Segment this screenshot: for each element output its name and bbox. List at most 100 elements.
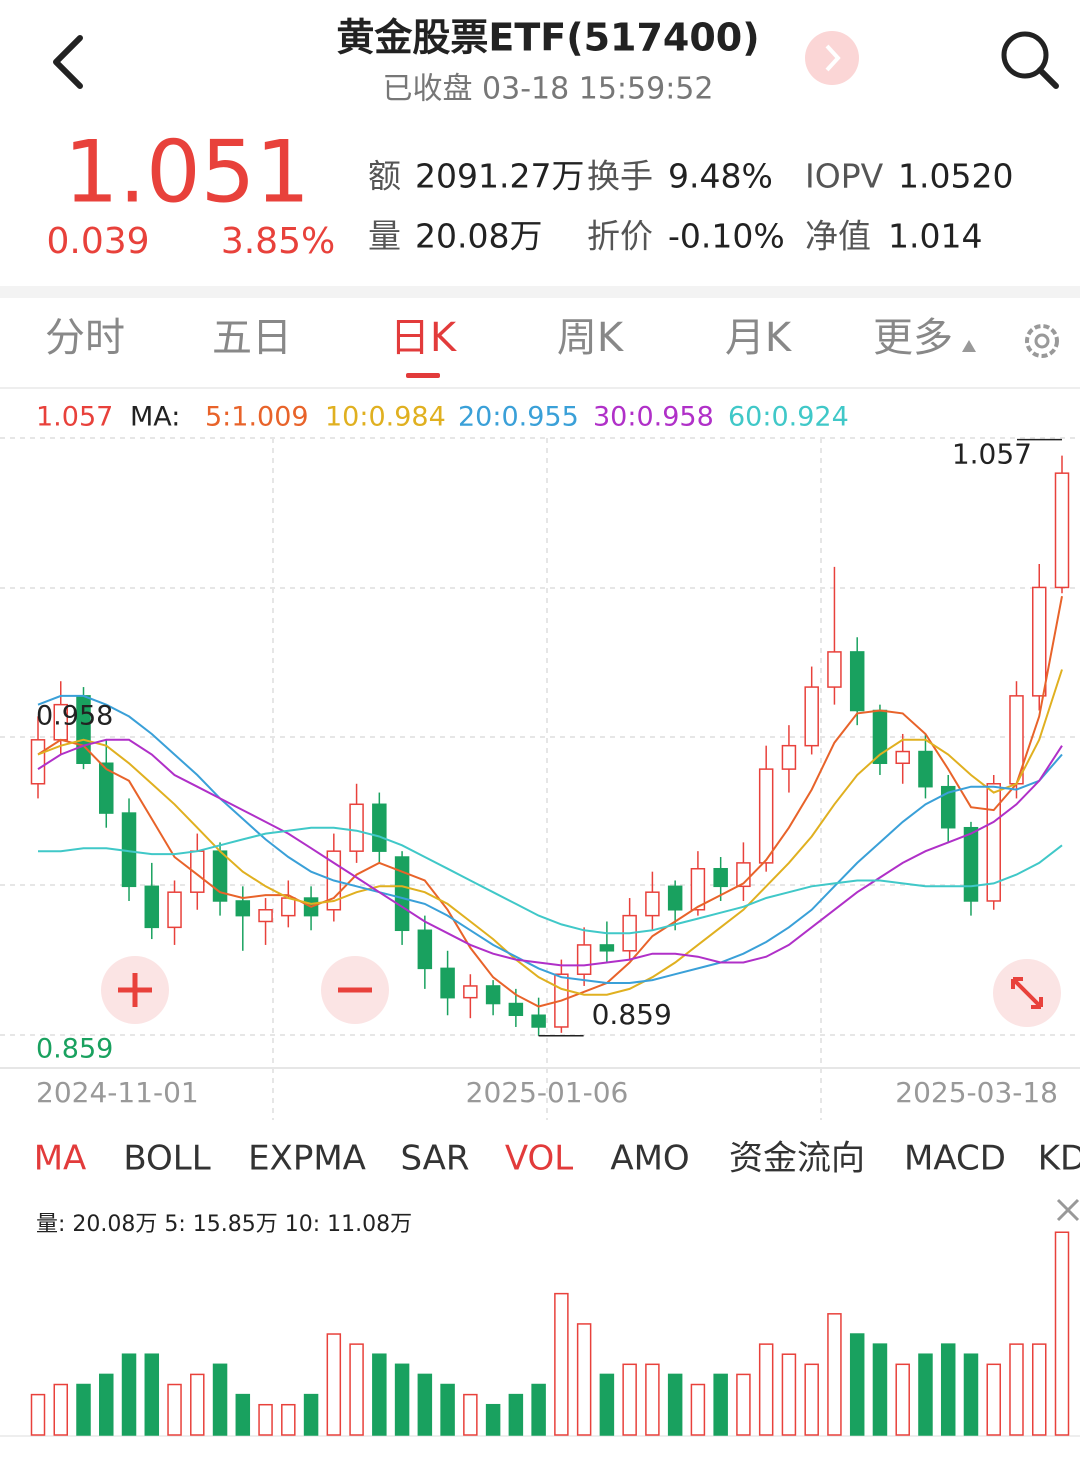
back-button[interactable] (53, 35, 83, 89)
candle-body (849, 651, 865, 712)
candle-body (258, 909, 273, 923)
ma-line (37, 738, 1063, 967)
candle-body (463, 985, 478, 999)
volume-bar (235, 1393, 251, 1436)
stat-value: 20.08万 (415, 217, 542, 256)
ma-line (38, 826, 1063, 935)
period-tab[interactable]: 周K (557, 315, 625, 361)
indicator-tab[interactable]: VOL (505, 1139, 573, 1179)
candle-body (827, 651, 842, 688)
indicator-tab[interactable]: 资金流向 (729, 1139, 865, 1179)
price: 1.051 (64, 122, 310, 222)
volume-bar (713, 1373, 728, 1436)
volume-bar (895, 1363, 910, 1436)
volume-bar (872, 1343, 888, 1436)
volume-bar (554, 1292, 569, 1436)
period-tab[interactable]: 更多 (873, 315, 953, 361)
indicator-tab[interactable]: AMO (610, 1139, 689, 1179)
change: 0.039 (46, 221, 149, 262)
candle-body (576, 944, 592, 975)
stat-value: -0.10% (668, 217, 785, 256)
candle-body (144, 885, 160, 929)
annotation: 0.859 (592, 998, 672, 1031)
ma-line (37, 694, 1063, 984)
close-indicator[interactable] (1056, 1198, 1080, 1222)
candle-body (918, 750, 933, 788)
stat-label: 额 (368, 157, 401, 196)
stat-value: 1.014 (888, 217, 982, 256)
volume-bar (372, 1353, 387, 1436)
candle-body (645, 891, 660, 917)
divider (0, 286, 1080, 298)
candle-body (599, 944, 615, 952)
stat-label: 换手 (587, 157, 653, 196)
candle-body (281, 897, 296, 917)
ma-line (37, 596, 1063, 1008)
volume-bar (121, 1353, 137, 1436)
volume-bar (690, 1383, 706, 1436)
change-pct: 3.85% (221, 221, 335, 262)
indicator-tab[interactable]: SAR (400, 1139, 469, 1179)
volume-bar (485, 1403, 501, 1436)
volume-bar (99, 1373, 114, 1436)
date-label: 2024-11-01 (36, 1076, 199, 1109)
settings-button[interactable] (1025, 324, 1059, 358)
volume-bar (440, 1383, 455, 1436)
volume-bar (918, 1353, 933, 1436)
zoom-in[interactable] (101, 956, 169, 1024)
indicator-tab[interactable]: BOLL (123, 1139, 210, 1179)
fullscreen[interactable] (993, 959, 1061, 1027)
volume-bar (349, 1343, 364, 1436)
volume-bar (190, 1373, 205, 1436)
zoom-out[interactable] (321, 956, 389, 1024)
ma-legend: 30:0.958 (593, 402, 714, 433)
kline-plot (30, 455, 1070, 1036)
title: 黄金股票ETF(517400) (336, 16, 759, 60)
candle-body (235, 900, 251, 917)
volume-bar (326, 1333, 342, 1436)
volume-bar (1009, 1343, 1024, 1436)
volume-bar (281, 1403, 296, 1436)
search-button[interactable] (1001, 31, 1059, 89)
candle-body (940, 785, 956, 829)
period-tab[interactable]: 月K (725, 315, 793, 361)
candle-body (531, 1014, 546, 1028)
period-tab[interactable]: 分时 (45, 315, 125, 361)
indicator-tab[interactable]: EXPMA (248, 1139, 366, 1179)
indicator-tab[interactable]: MA (34, 1139, 87, 1179)
ma-line (37, 669, 1063, 996)
volume-bar (827, 1313, 842, 1436)
candle-body (372, 803, 387, 852)
stat-label: IOPV (805, 157, 884, 196)
candle-body (713, 867, 728, 888)
price-label: 0.958 (36, 701, 113, 732)
candle-body (963, 826, 979, 902)
period-tab[interactable]: 五日 (212, 315, 292, 361)
volume-bar (599, 1373, 615, 1436)
ma-legend: 20:0.955 (458, 402, 579, 433)
candle-body (417, 929, 433, 970)
candle-body (167, 891, 182, 929)
period-tab[interactable]: 日K (390, 315, 458, 361)
date-label: 2025-03-18 (895, 1076, 1058, 1109)
indicator-tab[interactable]: MACD (904, 1139, 1006, 1179)
candle-body (394, 856, 410, 932)
indicator-tab[interactable]: KD (1038, 1139, 1080, 1179)
candle-body (30, 739, 46, 785)
stat-label: 净值 (805, 217, 871, 256)
candle-body (440, 967, 455, 999)
volume-bar (781, 1353, 797, 1436)
stat-value: 2091.27万 (415, 157, 584, 196)
volume-bar (1031, 1343, 1047, 1436)
volume-bar (622, 1363, 637, 1436)
volume-bar (212, 1363, 228, 1436)
ma-legend: 1.057 (36, 402, 113, 433)
volume-bar (144, 1353, 160, 1436)
candle-body (804, 686, 819, 747)
ma-legend: MA: (130, 402, 180, 433)
volume-bar (30, 1393, 46, 1436)
next-button[interactable] (805, 31, 859, 85)
volume-bar (167, 1383, 182, 1436)
volume-bar (53, 1383, 69, 1436)
